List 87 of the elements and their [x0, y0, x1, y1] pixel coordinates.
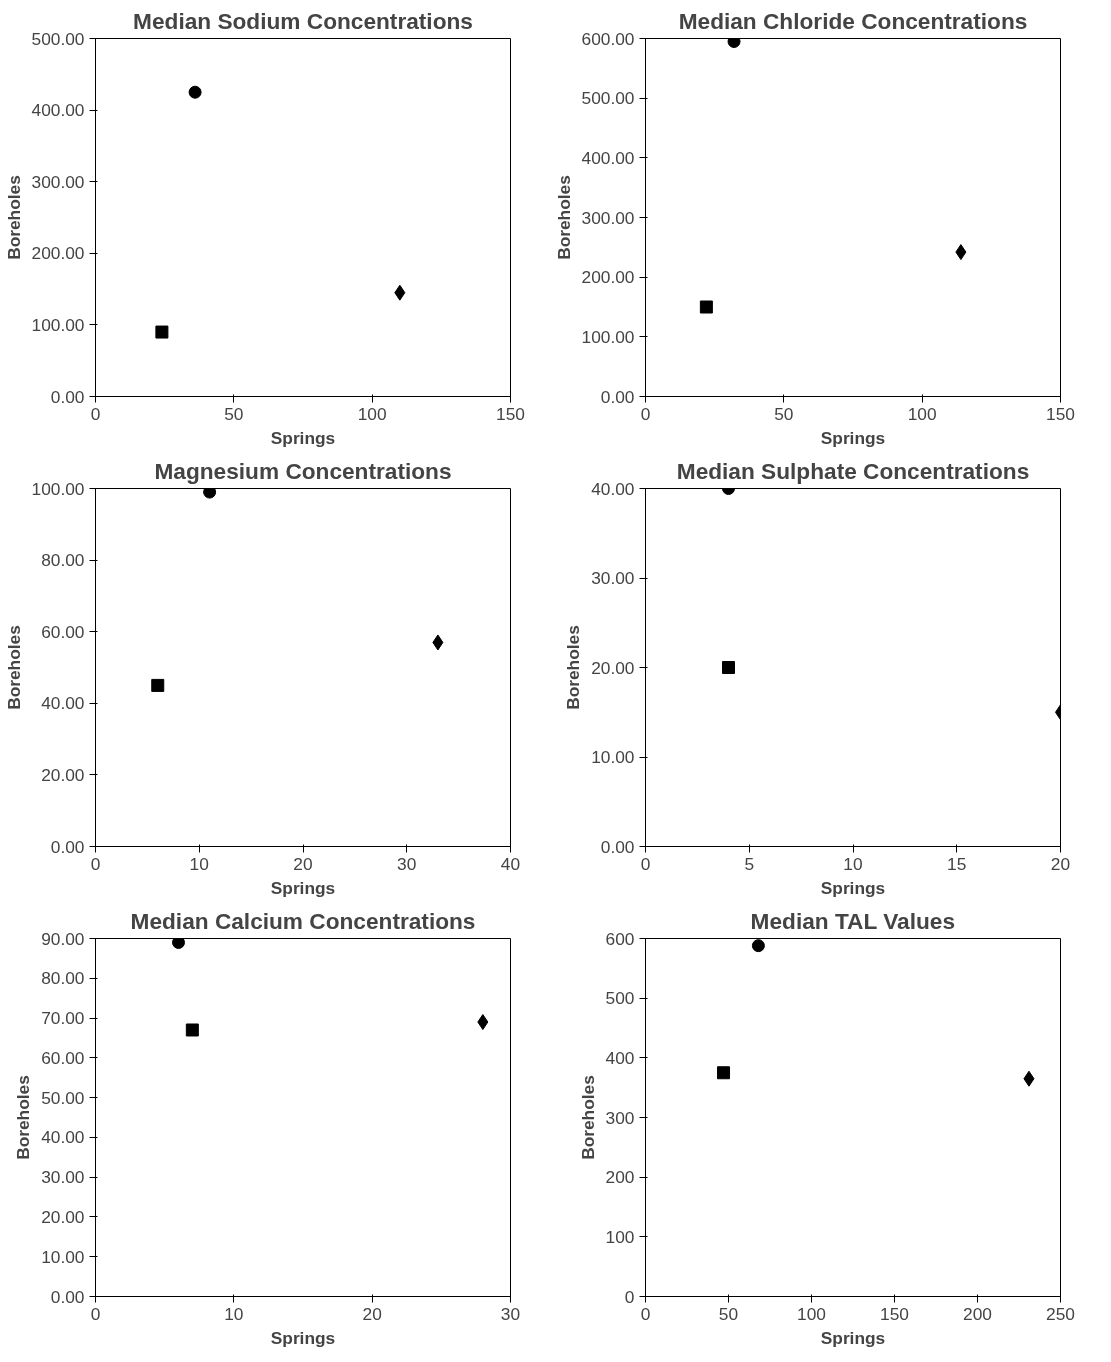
y-tick-label: 40.00 [41, 1127, 85, 1148]
y-tick-label: 10.00 [41, 1246, 85, 1267]
x-tick-label: 50 [718, 1303, 739, 1324]
x-tick-label: 100 [357, 403, 387, 424]
x-tick-label: 250 [1046, 1303, 1075, 1324]
y-tick-label: 60.00 [41, 621, 85, 642]
y-tick-label: 0.00 [600, 836, 635, 857]
y-tick-label: 20.00 [41, 1206, 85, 1227]
y-tick-label: 600.00 [581, 28, 635, 49]
x-tick-label: 0 [640, 1303, 651, 1324]
x-tick-label: 0 [640, 403, 651, 424]
y-axis-title: Boreholes [577, 1075, 598, 1160]
y-tick-label: 80.00 [41, 968, 85, 989]
chart-title: Magnesium Concentrations [154, 457, 452, 484]
y-tick-label: 40.00 [591, 478, 635, 499]
y-tick-label: 30.00 [41, 1167, 85, 1188]
x-tick-label: 50 [224, 403, 244, 424]
chart-title: Median Sulphate Concentrations [676, 457, 1030, 484]
y-tick-label: 20.00 [591, 657, 635, 678]
y-tick-label: 400.00 [31, 100, 85, 121]
x-tick-label: 100 [797, 1303, 826, 1324]
x-tick-label: 0 [90, 853, 101, 874]
y-tick-label: 200.00 [31, 243, 85, 264]
y-tick-label: 10.00 [591, 747, 635, 767]
y-tick-label: 0 [624, 1286, 635, 1307]
y-tick-label: 0.00 [50, 836, 85, 857]
y-tick-label: 500 [605, 988, 635, 1009]
y-tick-label: 40.00 [41, 693, 85, 714]
y-tick-label: 200 [605, 1167, 635, 1188]
y-tick-label: 50.00 [41, 1087, 85, 1108]
x-tick-label: 40 [500, 853, 521, 874]
x-tick-label: 10 [224, 1303, 244, 1324]
y-tick-label: 20.00 [41, 764, 85, 785]
y-tick-label: 300.00 [581, 207, 635, 228]
y-tick-label: 0.00 [600, 386, 635, 407]
y-tick-label: 300 [605, 1107, 635, 1128]
y-tick-label: 200.00 [581, 267, 635, 288]
y-tick-label: 100.00 [581, 326, 635, 347]
y-tick-label: 500.00 [31, 28, 85, 49]
y-tick-label: 80.00 [41, 550, 85, 571]
y-tick-label: 0.00 [50, 1286, 85, 1307]
x-tick-label: 20 [362, 1303, 382, 1324]
x-axis-title: Springs [270, 427, 336, 448]
x-tick-label: 15 [947, 853, 967, 874]
y-axis-title: Boreholes [3, 175, 24, 260]
x-tick-label: 20 [1050, 853, 1071, 874]
y-axis-title: Boreholes [563, 625, 584, 710]
chart-title: Median TAL Values [750, 907, 955, 934]
y-tick-label: 60.00 [41, 1047, 85, 1068]
x-tick-label: 150 [1046, 403, 1075, 424]
chart-title: Median Calcium Concentrations [130, 907, 476, 934]
y-tick-label: 30.00 [591, 568, 635, 588]
chart-title: Median Sodium Concentrations [133, 7, 473, 34]
y-tick-label: 100 [605, 1226, 635, 1247]
x-tick-label: 10 [843, 853, 863, 874]
y-tick-label: 500.00 [581, 88, 635, 109]
x-axis-title: Springs [820, 877, 886, 898]
x-tick-label: 0 [90, 1303, 101, 1324]
y-tick-label: 0.00 [50, 386, 85, 407]
y-tick-label: 300.00 [31, 171, 85, 192]
x-axis-title: Springs [270, 1327, 336, 1348]
x-tick-label: 50 [774, 403, 794, 424]
x-tick-label: 5 [744, 853, 755, 874]
y-tick-label: 600 [605, 928, 635, 949]
x-tick-label: 20 [293, 853, 313, 874]
x-tick-label: 30 [500, 1303, 521, 1324]
y-axis-title: Boreholes [553, 175, 574, 260]
x-tick-label: 0 [90, 403, 101, 424]
x-tick-label: 30 [397, 853, 417, 874]
chart-title: Median Chloride Concentrations [678, 7, 1028, 34]
y-tick-label: 100.00 [31, 314, 85, 335]
y-tick-label: 100.00 [31, 478, 85, 499]
y-tick-label: 70.00 [41, 1008, 85, 1029]
y-tick-label: 400 [605, 1047, 635, 1068]
x-tick-label: 0 [640, 853, 651, 874]
x-axis-title: Springs [820, 1327, 886, 1348]
x-tick-label: 10 [189, 853, 209, 874]
y-axis-title: Boreholes [13, 1075, 34, 1160]
x-axis-title: Springs [820, 427, 886, 448]
y-axis-title: Boreholes [3, 625, 24, 710]
y-tick-label: 90.00 [41, 928, 85, 949]
x-tick-label: 150 [496, 403, 525, 424]
x-tick-label: 150 [880, 1303, 909, 1324]
x-axis-title: Springs [270, 877, 336, 898]
x-tick-label: 100 [907, 403, 937, 424]
y-tick-label: 400.00 [581, 147, 635, 168]
x-tick-label: 200 [963, 1303, 992, 1324]
